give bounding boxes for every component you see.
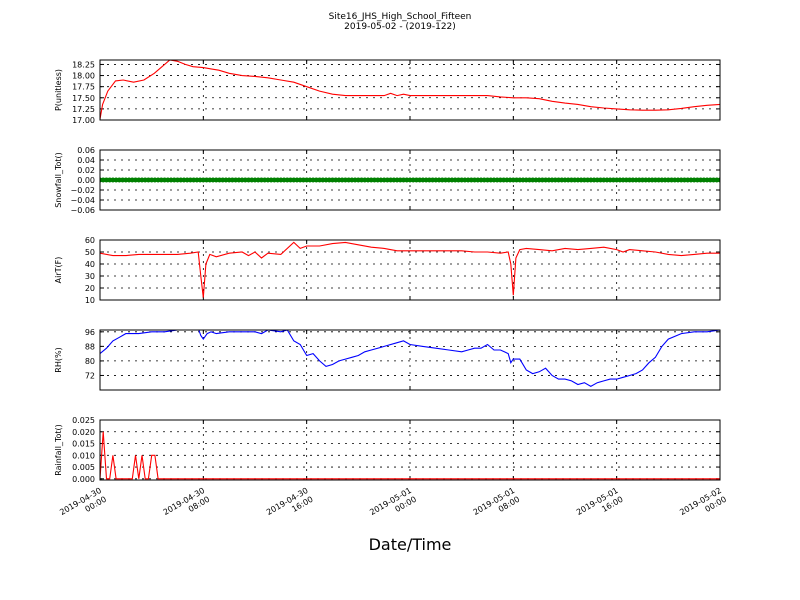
y-tick-label: −0.02 [70,186,95,195]
subplot-5: 0.000 0.005 0.010 0.015 0.020 0.025 Rainfall_T… [54,416,728,526]
series-line [100,330,720,388]
y-tick-label: −0.06 [70,206,95,215]
y-tick-label: 17.25 [72,105,95,114]
y-tick-label: 20 [85,284,95,293]
y-tick-label: 0.00 [77,176,95,185]
x-tick-label: 2019-04-3016:00 [265,486,315,526]
y-tick-label: 17.50 [72,94,95,103]
y-tick-label: 0.000 [72,475,95,484]
y-tick-label: 0.06 [77,146,95,155]
subplot-2: −0.06−0.04−0.020.000.020.040.06 Snowfall_… [54,146,721,215]
y-tick-label: −0.04 [70,196,95,205]
y-tick-label: 0.010 [72,451,95,460]
axes-frame [99,329,721,391]
series-line [100,241,720,298]
axes-frame [99,149,721,211]
y-tick-label: 18.25 [72,60,95,69]
subplot-3: 10 20 30 40 50 60 AirT(F) [54,236,721,305]
x-tick-label: 2019-05-0108:00 [472,486,522,526]
y-axis-label: AirT(F) [54,257,63,284]
chart-subtitle: 2019-05-02 - (2019-122) [344,22,456,32]
y-tick-label: 72 [85,371,95,380]
y-tick-label: 0.025 [72,416,95,425]
y-axis-label: RH(%) [54,347,63,372]
y-tick-label: 0.005 [72,463,95,472]
x-axis-label: Date/Time [369,535,452,554]
x-tick-label: 2019-04-3008:00 [162,486,212,526]
y-tick-label: 17.00 [72,116,95,125]
subplot-1: 17.00 17.25 17.50 17.75 18.00 18.25 P(unitless… [54,59,721,125]
y-tick-label: 0.02 [77,166,95,175]
y-tick-label: 60 [85,236,95,245]
y-tick-label: 30 [85,272,95,281]
x-tick-label: 2019-04-3000:00 [58,486,108,526]
axes-frame [99,239,721,301]
y-tick-label: 0.015 [72,440,95,449]
y-tick-label: 96 [85,328,95,337]
y-tick-label: 0.04 [77,156,95,165]
series-markers [100,177,720,183]
x-tick-label: 2019-05-0100:00 [368,486,418,526]
x-tick-label: 2019-05-0116:00 [575,486,625,526]
chart-title: Site16_JHS_High_School_Fifteen [329,12,472,22]
y-tick-label: 10 [85,296,95,305]
y-tick-label: 40 [85,260,95,269]
series-line [100,431,720,480]
y-tick-label: 50 [85,248,95,257]
y-tick-label: 0.020 [72,428,95,437]
y-axis-label: Snowfall_Tot() [54,152,63,208]
y-tick-label: 18.00 [72,72,95,81]
axes-frame [99,59,721,121]
y-axis-label: P(unitless) [54,69,63,111]
subplots: 17.00 17.25 17.50 17.75 18.00 18.25 P(unitless… [54,59,728,526]
y-tick-label: 17.75 [72,83,95,92]
x-tick-label: 2019-05-0200:00 [678,486,728,526]
y-axis-label: Rainfall_Tot() [54,424,63,476]
y-tick-label: 80 [85,357,95,366]
axes-frame [99,419,721,481]
y-tick-label: 88 [85,342,95,351]
subplot-4: 72 80 88 96 RH(%) [54,328,721,391]
